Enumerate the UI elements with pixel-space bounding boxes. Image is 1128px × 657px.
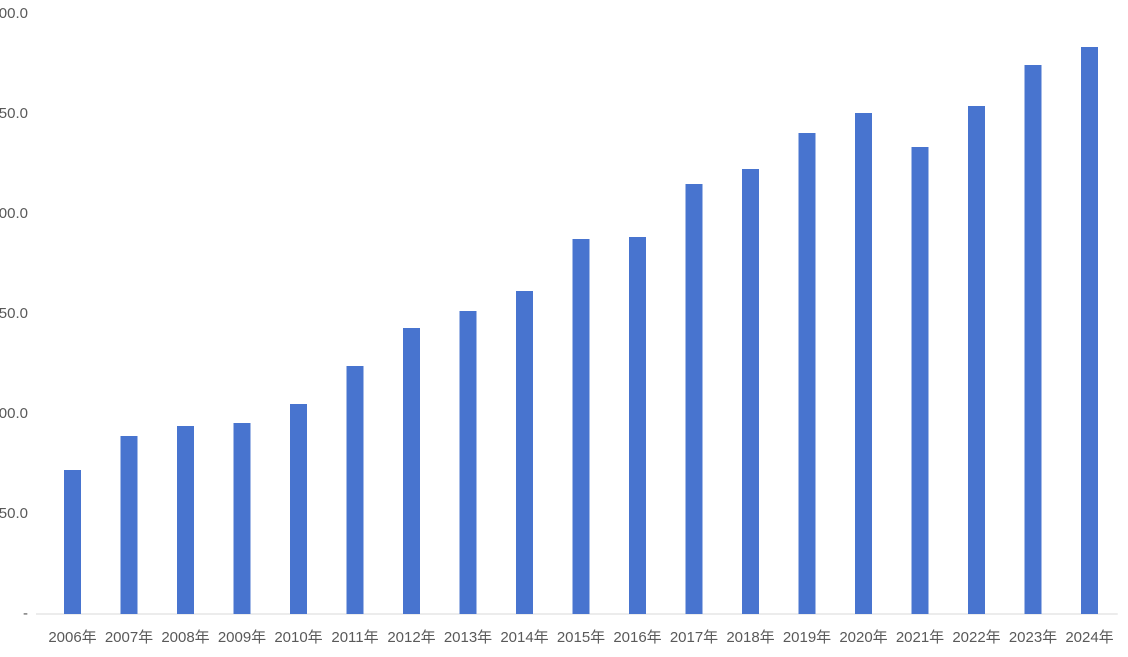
x-tick-label: 2019年 (783, 629, 831, 646)
x-tick-label: 2007年 (105, 629, 153, 646)
bar (685, 184, 703, 614)
y-tick-label: 250.0 (0, 105, 28, 122)
x-tick-label: 2006年 (48, 629, 96, 646)
bar (968, 106, 985, 614)
x-tick-label: 2020年 (839, 629, 887, 646)
bar (1024, 65, 1042, 614)
y-tick-label: - (23, 605, 28, 622)
x-tick-label: 2010年 (274, 629, 322, 646)
bar (459, 311, 477, 614)
bar (572, 239, 590, 614)
y-tick-label: 150.0 (0, 305, 28, 322)
x-tick-label: 2009年 (218, 629, 266, 646)
bar (798, 133, 816, 614)
x-tick-label: 2018年 (726, 629, 774, 646)
x-tick-label: 2016年 (613, 629, 661, 646)
bar (177, 426, 194, 614)
y-tick-label: 200.0 (0, 205, 28, 222)
bar (346, 366, 364, 614)
bar (855, 113, 872, 614)
x-tick-label: 2021年 (896, 629, 944, 646)
y-tick-label: 50.0 (0, 505, 28, 522)
bar (64, 470, 81, 614)
x-tick-label: 2014年 (500, 629, 548, 646)
x-tick-label: 2015年 (557, 629, 605, 646)
bar (403, 328, 420, 614)
bar (629, 237, 646, 614)
y-tick-label: 300.0 (0, 5, 28, 22)
x-tick-label: 2012年 (387, 629, 435, 646)
bar (290, 404, 307, 614)
x-tick-label: 2008年 (161, 629, 209, 646)
x-tick-label: 2023年 (1009, 629, 1057, 646)
x-tick-label: 2011年 (331, 629, 378, 646)
bar (1081, 47, 1098, 614)
x-tick-label: 2017年 (670, 629, 718, 646)
x-tick-label: 2024年 (1065, 629, 1113, 646)
x-tick-label: 2013年 (444, 629, 492, 646)
bar (233, 423, 251, 614)
bar (742, 169, 759, 614)
bar (911, 147, 929, 614)
x-tick-label: 2022年 (952, 629, 1000, 646)
bar (516, 291, 533, 614)
bar (120, 436, 138, 614)
y-tick-label: 100.0 (0, 405, 28, 422)
